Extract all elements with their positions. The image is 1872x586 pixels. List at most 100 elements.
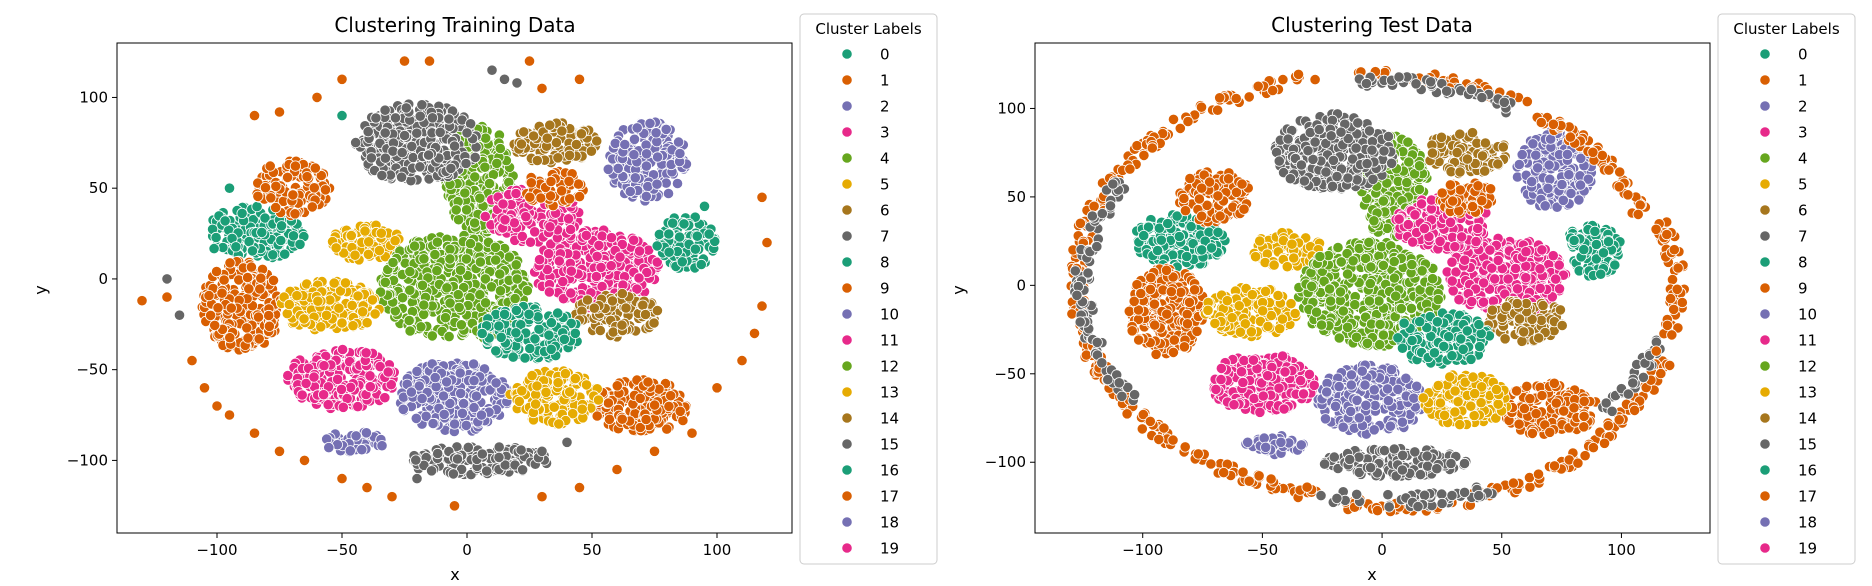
cluster-3-point [591,250,603,262]
cluster-14-point [594,324,606,337]
cluster-0-point [1162,217,1174,230]
cluster-17-point [665,390,677,402]
cluster-0-point [1196,244,1208,256]
cluster-1-point [572,178,585,190]
cluster-11-point [336,343,349,356]
cluster-7-point [411,127,423,139]
cluster-0-point [236,207,248,219]
cluster-5-point [349,249,361,261]
legend-label: 9 [880,280,890,298]
cluster-0-point [230,241,242,253]
cluster-16-point [545,343,557,355]
cluster-1-point [223,409,236,421]
cluster-3-point [1534,282,1546,294]
cluster-4-point [479,161,491,173]
cluster-10-point [437,390,450,402]
cluster-8-point [663,228,675,240]
cluster-4-point [474,192,486,204]
cluster-3-point [557,275,569,288]
cluster-2-point [1557,194,1569,206]
cluster-14-point [637,299,649,311]
cluster-1-point [308,182,320,194]
cluster-2-point [1516,149,1528,161]
cluster-10-point [468,375,480,387]
cluster-14-point [639,308,652,321]
cluster-9-point [254,283,266,295]
cluster-16-point [543,329,555,341]
cluster-8-point [653,228,666,240]
cluster-3-point [1547,250,1559,262]
cluster-1-point [1214,210,1226,222]
cluster-2-point [1556,178,1568,191]
cluster-9-point [243,283,255,295]
cluster-8-point [667,217,679,229]
cluster-16-point [545,317,558,329]
cluster-0-point [256,226,268,238]
cluster-1-point [535,192,547,204]
cluster-2-point [1526,176,1538,188]
cluster-19-point [564,223,577,236]
legend-label: 1 [880,72,890,90]
cluster-16-point [558,333,571,345]
cluster-16-point [490,345,502,357]
cluster-8-point [673,231,686,243]
cluster-8-point [676,256,688,268]
cluster-0-point [275,234,287,247]
cluster-9-point [253,333,265,345]
cluster-1-point [564,193,576,205]
cluster-13-point [346,299,358,311]
cluster-13-point [369,308,381,320]
cluster-1-point [248,427,261,439]
legend-marker [841,152,853,164]
cluster-4-point [483,178,496,190]
cluster-6-point [570,138,583,151]
cluster-6-point [552,152,564,164]
cluster-2-point [628,133,641,145]
cluster-16-point [510,327,522,339]
cluster-16-point [519,352,531,364]
cluster-16-point [533,323,545,335]
cluster-12-point [443,330,455,343]
cluster-3-point [565,287,577,299]
cluster-2-point [660,123,672,135]
cluster-2-point [619,138,631,151]
cluster-1-point [248,110,261,122]
y-tick-label: 50 [89,179,108,197]
cluster-12-point [441,282,453,294]
scatter-points [136,55,773,512]
cluster-13-point [580,379,593,391]
cluster-3-point [631,283,643,295]
legend-label: 10 [880,306,899,324]
cluster-3-point [1446,256,1458,268]
cluster-13-point [366,294,379,306]
cluster-12-point [418,299,430,311]
cluster-7-point [400,102,412,114]
cluster-13-point [283,298,295,311]
cluster-11-point [308,371,320,383]
cluster-1-point [1178,192,1190,205]
cluster-17-point [602,397,615,409]
cluster-1-point [298,454,311,466]
cluster-1-point [1193,193,1206,205]
cluster-3-point [1553,283,1566,295]
cluster-6-point [527,130,540,142]
cluster-6-point [563,149,576,161]
legend-label: 17 [880,488,899,506]
cluster-14-point [588,302,600,314]
cluster-3-point [1520,246,1532,258]
cluster-3-point [651,256,663,268]
cluster-16-point [569,327,581,339]
cluster-0-point [1205,242,1218,254]
legend-label: 3 [880,124,890,142]
cluster-6-point [544,119,556,131]
cluster-7-point [469,151,481,163]
cluster-14-point [648,317,660,329]
cluster-10-point [456,407,468,419]
cluster-7-point [511,77,523,89]
cluster-2-point [1542,182,1554,194]
cluster-7-point [434,126,446,138]
cluster-1-point [536,82,548,95]
legend-marker [841,464,853,476]
cluster-11-point [322,399,334,411]
cluster-3-point [553,255,565,267]
